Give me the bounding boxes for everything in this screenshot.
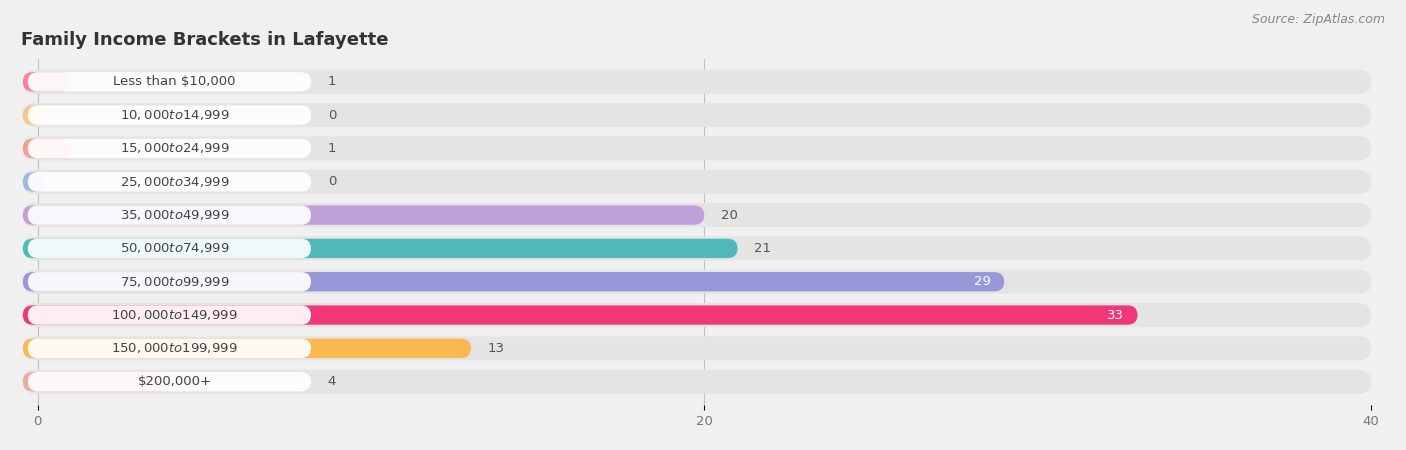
FancyBboxPatch shape — [22, 105, 46, 125]
FancyBboxPatch shape — [22, 206, 704, 225]
FancyBboxPatch shape — [22, 203, 1371, 227]
Text: $25,000 to $34,999: $25,000 to $34,999 — [120, 175, 229, 189]
Text: 4: 4 — [328, 375, 336, 388]
FancyBboxPatch shape — [22, 339, 471, 358]
Text: 0: 0 — [328, 175, 336, 188]
FancyBboxPatch shape — [28, 372, 311, 392]
Text: $35,000 to $49,999: $35,000 to $49,999 — [120, 208, 229, 222]
FancyBboxPatch shape — [22, 236, 1371, 261]
Text: Less than $10,000: Less than $10,000 — [112, 75, 236, 88]
Text: 1: 1 — [328, 142, 336, 155]
FancyBboxPatch shape — [22, 336, 1371, 360]
FancyBboxPatch shape — [28, 272, 311, 292]
FancyBboxPatch shape — [22, 172, 46, 191]
FancyBboxPatch shape — [22, 306, 1137, 325]
FancyBboxPatch shape — [22, 270, 1371, 294]
Text: 1: 1 — [328, 75, 336, 88]
Text: Family Income Brackets in Lafayette: Family Income Brackets in Lafayette — [21, 31, 388, 49]
Text: 29: 29 — [974, 275, 991, 288]
Text: 0: 0 — [328, 108, 336, 122]
FancyBboxPatch shape — [28, 139, 311, 158]
Text: 20: 20 — [721, 209, 738, 221]
Text: 21: 21 — [754, 242, 772, 255]
FancyBboxPatch shape — [22, 370, 1371, 394]
FancyBboxPatch shape — [22, 103, 1371, 127]
Text: Source: ZipAtlas.com: Source: ZipAtlas.com — [1251, 14, 1385, 27]
Text: 33: 33 — [1108, 309, 1125, 322]
Text: $200,000+: $200,000+ — [138, 375, 211, 388]
FancyBboxPatch shape — [22, 239, 738, 258]
FancyBboxPatch shape — [28, 306, 311, 325]
FancyBboxPatch shape — [28, 72, 311, 91]
Text: $50,000 to $74,999: $50,000 to $74,999 — [120, 241, 229, 256]
Text: $150,000 to $199,999: $150,000 to $199,999 — [111, 342, 238, 356]
FancyBboxPatch shape — [22, 139, 72, 158]
FancyBboxPatch shape — [22, 272, 1004, 292]
FancyBboxPatch shape — [22, 72, 72, 91]
Text: 13: 13 — [488, 342, 505, 355]
Text: $100,000 to $149,999: $100,000 to $149,999 — [111, 308, 238, 322]
Text: $75,000 to $99,999: $75,000 to $99,999 — [120, 275, 229, 289]
FancyBboxPatch shape — [28, 105, 311, 125]
FancyBboxPatch shape — [28, 339, 311, 358]
FancyBboxPatch shape — [22, 303, 1371, 327]
Text: $15,000 to $24,999: $15,000 to $24,999 — [120, 141, 229, 155]
FancyBboxPatch shape — [22, 136, 1371, 161]
FancyBboxPatch shape — [22, 70, 1371, 94]
FancyBboxPatch shape — [22, 170, 1371, 194]
FancyBboxPatch shape — [28, 239, 311, 258]
FancyBboxPatch shape — [22, 372, 172, 392]
Text: $10,000 to $14,999: $10,000 to $14,999 — [120, 108, 229, 122]
FancyBboxPatch shape — [28, 206, 311, 225]
FancyBboxPatch shape — [28, 172, 311, 191]
